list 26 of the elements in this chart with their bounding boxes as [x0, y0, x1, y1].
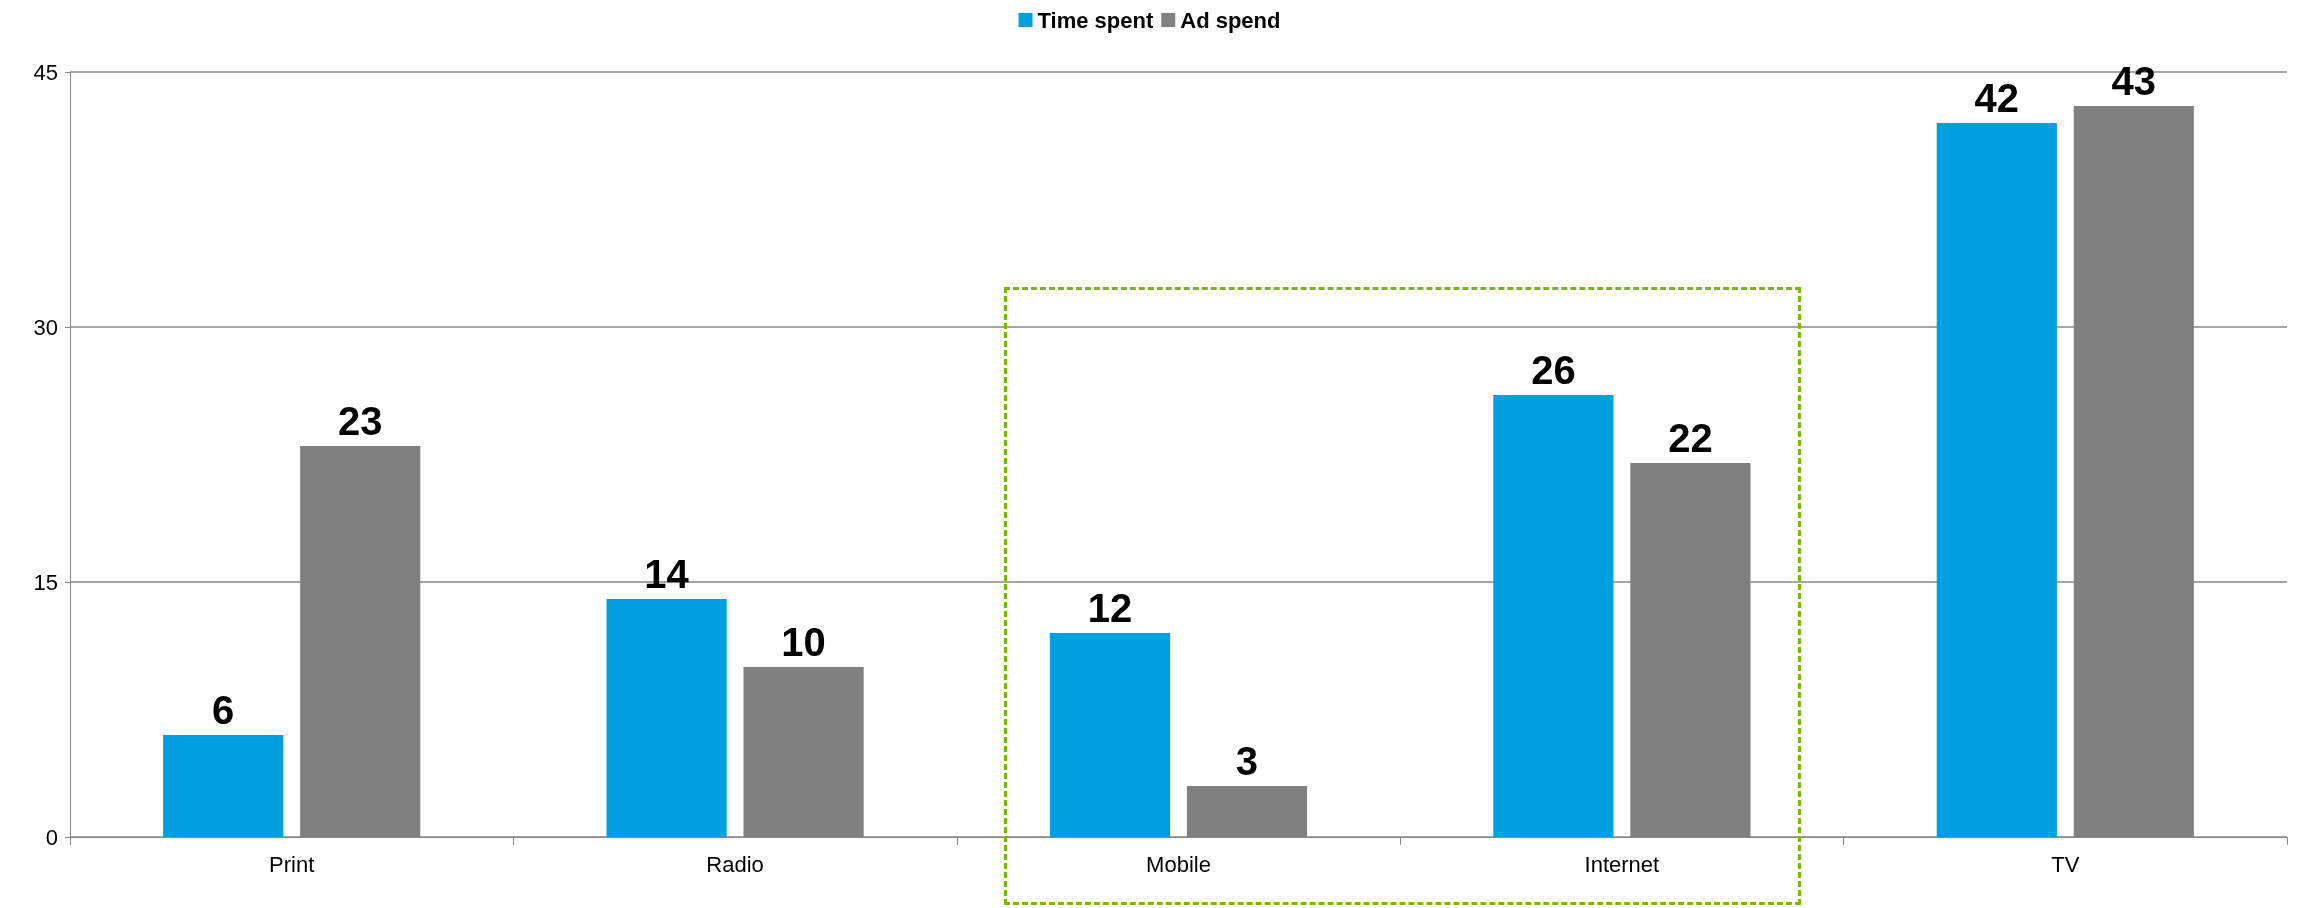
- y-tick-label: 15: [33, 569, 58, 595]
- legend-label: Ad spend: [1180, 7, 1281, 33]
- data-label: 6: [212, 688, 235, 732]
- x-tick-label: Internet: [1584, 851, 1660, 877]
- data-label: 26: [1531, 348, 1576, 392]
- y-tick-label: 30: [33, 314, 58, 340]
- data-label: 14: [644, 552, 690, 596]
- data-label: 3: [1235, 739, 1259, 783]
- x-tick-label: Print: [269, 851, 315, 877]
- bar: [1493, 395, 1614, 837]
- x-tick-label: Mobile: [1146, 851, 1211, 877]
- bar: [1936, 123, 2057, 837]
- legend-label: Time spent: [1037, 7, 1154, 33]
- data-label: 42: [1974, 76, 2020, 120]
- bar: [163, 735, 284, 837]
- bar: [606, 599, 727, 837]
- data-label: 10: [781, 620, 826, 664]
- y-tick-label: 0: [45, 824, 58, 850]
- data-label: 12: [1087, 586, 1133, 630]
- y-tick-label: 45: [33, 59, 58, 85]
- x-tick-label: TV: [2051, 851, 2080, 877]
- bar: [1049, 633, 1171, 837]
- data-label: 22: [1668, 416, 1713, 460]
- data-label: 23: [337, 399, 383, 443]
- data-label: 43: [2111, 59, 2157, 103]
- x-tick-label: Radio: [706, 851, 764, 877]
